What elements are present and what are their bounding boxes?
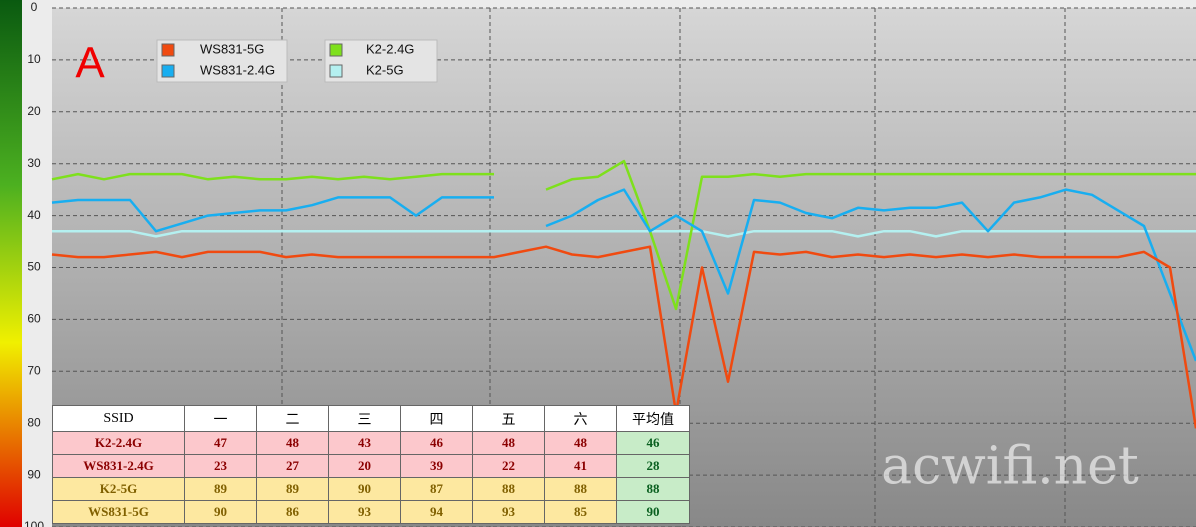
legend-swatch: [161, 64, 175, 78]
y-tick-label: 30: [27, 156, 41, 170]
header-row: SSID 一二三四五六平均值: [52, 405, 690, 432]
series-line: [51, 159, 1196, 311]
table-row: WS831-5G 90 86 93 94 93 85 90: [52, 500, 690, 524]
table-cell: 89: [184, 477, 257, 501]
color-scale: [0, 0, 22, 527]
series-line: [51, 245, 1196, 429]
table-cell: 48: [544, 431, 617, 455]
table-cell: 85: [544, 500, 617, 524]
table-row: K2-2.4G 47 48 43 46 48 48 46: [52, 431, 690, 455]
table-cell: 39: [400, 454, 473, 478]
table-cell: 89: [256, 477, 329, 501]
y-tick-label: 90: [27, 467, 41, 481]
table-cell: 20: [328, 454, 401, 478]
table-cell: 27: [256, 454, 329, 478]
y-tick-label: 100: [24, 519, 44, 527]
table-cell: 86: [256, 500, 329, 524]
table-cell: WS831-2.4G: [52, 454, 185, 478]
legend-swatch: [329, 64, 343, 78]
legend-box: [156, 39, 288, 83]
legend-swatch: [161, 43, 175, 57]
table-cell: 90: [328, 477, 401, 501]
table-cell: WS831-5G: [52, 500, 185, 524]
header-cell: 一: [184, 405, 257, 432]
header-cell: 三: [328, 405, 401, 432]
legend-label: K2-5G: [366, 62, 404, 77]
header-cell: 平均值: [616, 405, 690, 432]
table-cell: 46: [616, 431, 690, 455]
table-cell: 90: [616, 500, 690, 524]
table-cell: 48: [472, 431, 545, 455]
table-cell: 90: [184, 500, 257, 524]
table-cell: 46: [400, 431, 473, 455]
summary-table: SSID 一二三四五六平均值 K2-2.4G 47 48 43 46 48 48 46 WS831-…: [52, 405, 690, 524]
table-cell: 43: [328, 431, 401, 455]
legend-box: [324, 39, 438, 83]
legend-swatch: [329, 43, 343, 57]
table-cell: 22: [472, 454, 545, 478]
table-cell: 23: [184, 454, 257, 478]
table-cell: K2-5G: [52, 477, 185, 501]
y-tick-label: 80: [27, 415, 41, 429]
series-line: [52, 229, 1196, 238]
y-tick-label: 40: [27, 208, 41, 222]
legend-label: WS831-2.4G: [200, 62, 275, 77]
y-tick-label: 50: [27, 260, 41, 274]
table-cell: 93: [472, 500, 545, 524]
table-cell: 88: [616, 477, 690, 501]
legend-label: K2-2.4G: [366, 41, 414, 56]
table-cell: K2-2.4G: [52, 431, 185, 455]
table-cell: 93: [328, 500, 401, 524]
y-tick-label: 0: [31, 0, 38, 14]
table-cell: 94: [400, 500, 473, 524]
table-cell: 47: [184, 431, 257, 455]
table-cell: 28: [616, 454, 690, 478]
header-cell: 二: [256, 405, 329, 432]
y-tick-label: 70: [27, 363, 41, 377]
header-cell: 六: [544, 405, 617, 432]
annotation: A: [75, 39, 105, 88]
table-cell: 88: [544, 477, 617, 501]
header-cell: SSID: [52, 405, 185, 432]
table-row: WS831-2.4G 23 27 20 39 22 41 28: [52, 454, 690, 478]
series-line: [51, 188, 1196, 362]
y-tick-label: 20: [27, 104, 41, 118]
y-tick-label: 60: [27, 312, 41, 326]
legend-label: WS831-5G: [200, 41, 264, 56]
table-row: K2-5G 89 89 90 87 88 88 88: [52, 477, 690, 501]
table-cell: 48: [256, 431, 329, 455]
header-cell: 五: [472, 405, 545, 432]
watermark: acwifi.net: [881, 437, 1139, 497]
table-cell: 88: [472, 477, 545, 501]
table-cell: 41: [544, 454, 617, 478]
table-cell: 87: [400, 477, 473, 501]
y-tick-label: 10: [27, 52, 41, 66]
header-cell: 四: [400, 405, 473, 432]
